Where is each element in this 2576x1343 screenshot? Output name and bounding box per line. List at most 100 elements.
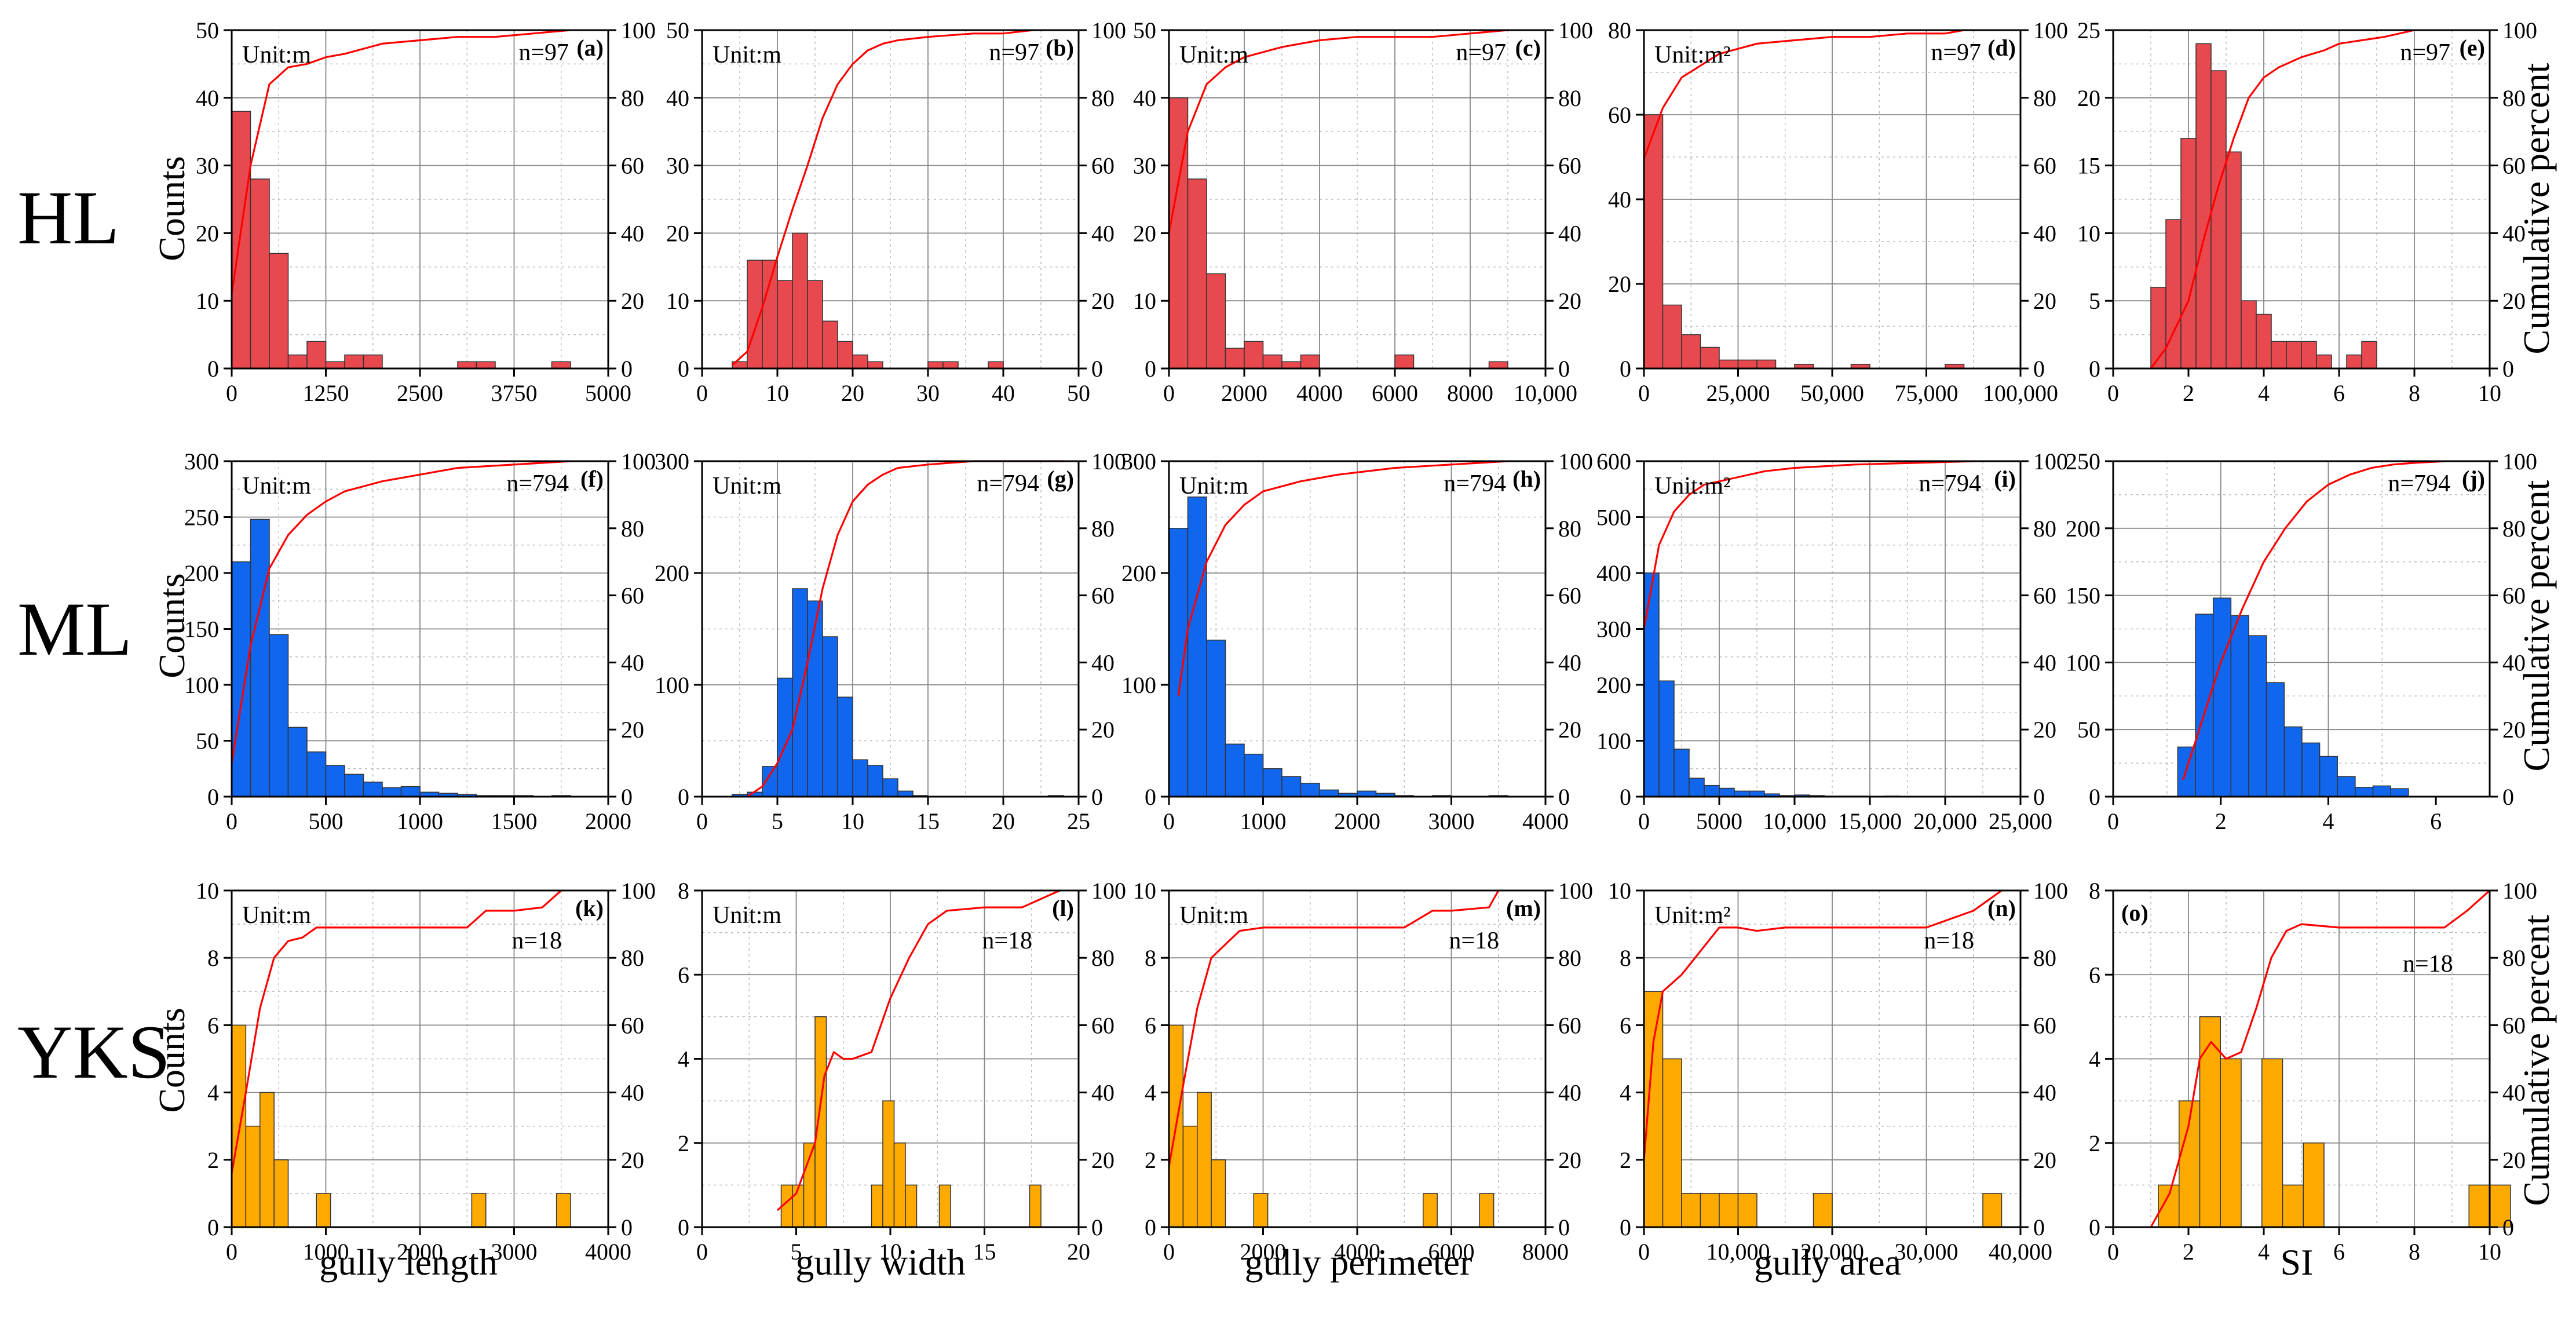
histogram-bar (867, 765, 883, 797)
y-tick-label: 6 (678, 962, 689, 988)
y-tick-label: 200 (2066, 516, 2100, 542)
y-tick-label: 400 (1596, 560, 1631, 586)
histogram-bar (1719, 1193, 1739, 1228)
histogram-bar (231, 111, 251, 369)
histogram-bar (852, 759, 868, 797)
histogram-bar (1662, 304, 1682, 369)
y-tick-label: 250 (184, 505, 219, 531)
y2-tick-label: 100 (2033, 878, 2068, 904)
y-tick-label: 10 (1133, 878, 1156, 904)
y-tick-label: 0 (207, 1214, 219, 1240)
y2-tick-label: 20 (621, 1147, 644, 1173)
histogram-bar (1423, 1193, 1438, 1228)
histogram-bar (777, 677, 793, 797)
y-tick-label: 500 (1596, 505, 1631, 531)
histogram-bar (2283, 726, 2303, 797)
y2-tick-label: 60 (2502, 1012, 2526, 1038)
histogram-bar (852, 354, 868, 369)
sample-count: n=18 (1924, 928, 1974, 954)
y2-tick-label: 100 (2033, 17, 2068, 43)
histogram-bar (1982, 1193, 2003, 1228)
histogram-bar (2286, 341, 2302, 369)
panel-d: 0 25,000 50,000 75,000 100,00002040608002040… (1608, 17, 2068, 406)
histogram-bar (2372, 785, 2391, 797)
y2-tick-label: 40 (2033, 649, 2056, 676)
x-tick-label: 20 (992, 808, 1015, 834)
y2-tick-label: 80 (1558, 516, 1581, 542)
histogram-bar (2212, 597, 2232, 797)
y-tick-label: 200 (1596, 672, 1631, 698)
histogram-bar (260, 1092, 275, 1228)
histogram-bar (762, 260, 778, 369)
panel-label: (m) (1506, 895, 1541, 921)
x-tick-label: 5 (772, 808, 783, 834)
histogram-bar (2355, 787, 2374, 797)
unit-label: Unit:m² (1654, 473, 1731, 499)
y-tick-label: 2 (1145, 1147, 1156, 1173)
y2-tick-label: 80 (1091, 516, 1115, 542)
y-tick-label: 10 (1608, 878, 1631, 904)
histogram-bar (822, 636, 838, 797)
y2-tick-label: 80 (1091, 945, 1115, 971)
histogram-bar (287, 354, 308, 369)
histogram-bar (2266, 682, 2285, 797)
histogram-bar (1253, 1193, 1269, 1228)
y2-tick-label: 0 (2033, 356, 2045, 382)
histogram-bar (1197, 1092, 1212, 1228)
histogram-bar (893, 1143, 906, 1228)
x-tick-label: 2000 (585, 808, 631, 834)
cumulative-curve (1643, 889, 2003, 1160)
plot-frame (2112, 460, 2491, 798)
histogram-bar (2210, 70, 2227, 369)
histogram-bar (1281, 361, 1302, 369)
histogram-bar (269, 253, 289, 369)
histogram-bar (1719, 787, 1735, 797)
histogram-bar (471, 1193, 487, 1228)
histogram-bar (1206, 273, 1226, 369)
y-tick-label: 2 (678, 1130, 689, 1156)
y2-tick-label: 60 (1558, 1012, 1581, 1038)
y2-tick-label: 20 (1091, 1147, 1115, 1173)
x-tick-label: 5000 (585, 380, 631, 406)
histogram-bar (1719, 359, 1739, 369)
y2-tick-label: 100 (621, 448, 656, 475)
histogram-bar (457, 361, 477, 369)
y-tick-label: 0 (1620, 356, 1631, 382)
y2-tick-label: 40 (2502, 220, 2526, 246)
histogram-bar (1681, 334, 1701, 369)
x-tick-label: 0 (1638, 808, 1650, 834)
y2-tick-label: 0 (1558, 1214, 1570, 1240)
unit-label: Unit:m² (1654, 42, 1731, 68)
histogram-bar (2346, 354, 2362, 369)
y-tick-label: 0 (678, 784, 689, 810)
y2-tick-label: 80 (621, 945, 644, 971)
y2-tick-label: 40 (2502, 1080, 2526, 1106)
x-tick-label: 2 (2183, 1239, 2194, 1265)
x-tick-label: 0 (226, 808, 237, 834)
sample-count: n=794 (1444, 470, 1506, 497)
y2-tick-label: 80 (2502, 85, 2526, 111)
panel-label: (e) (2460, 35, 2485, 61)
right-axis-title-hl: Cumulative percent (2516, 63, 2557, 354)
histogram-bar (1689, 778, 1705, 797)
histogram-bar (927, 361, 944, 369)
x-tick-label: 0 (1163, 808, 1175, 834)
y-tick-label: 100 (1596, 728, 1631, 754)
y2-tick-label: 100 (2502, 17, 2537, 43)
y-tick-label: 50 (1133, 17, 1156, 43)
panel-label: (j) (2462, 466, 2485, 492)
sample-count: n=794 (2388, 470, 2450, 497)
x-tick-label: 0 (2107, 1239, 2119, 1265)
y-tick-label: 2 (207, 1147, 219, 1173)
x-tick-label: 6 (2430, 808, 2442, 834)
histogram-bar (837, 341, 853, 369)
y-tick-label: 0 (2089, 1214, 2100, 1240)
cumulative-curve (1643, 29, 1964, 159)
unit-label: Unit:m (242, 473, 311, 499)
y2-tick-label: 60 (621, 153, 644, 179)
histogram-bar (1225, 348, 1245, 369)
y-tick-label: 0 (207, 784, 219, 810)
x-tick-label: 20 (1067, 1239, 1090, 1265)
sample-count: n=18 (982, 928, 1032, 954)
